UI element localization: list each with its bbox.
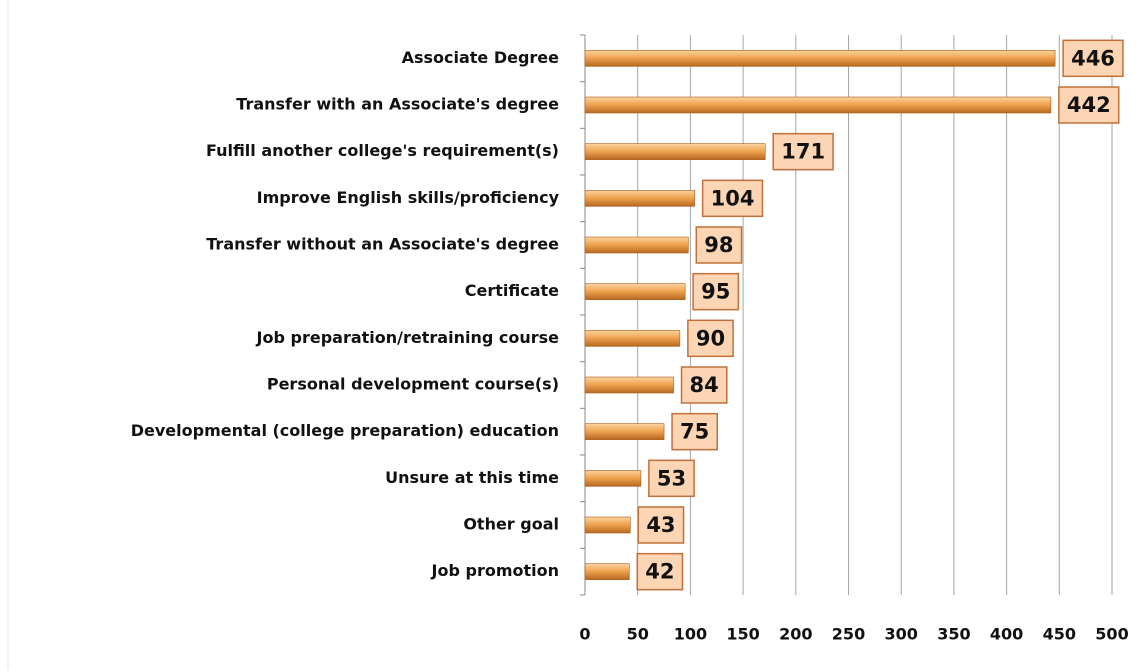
- x-tick-label: 400: [990, 625, 1023, 644]
- x-tick-label: 350: [937, 625, 970, 644]
- value-label: 53: [657, 466, 686, 490]
- value-label: 84: [690, 373, 719, 397]
- y-tick-label: Associate Degree: [402, 48, 560, 67]
- x-tick-label: 100: [674, 625, 707, 644]
- bar: [584, 330, 681, 347]
- value-label-box: [680, 366, 728, 404]
- value-label: 42: [645, 560, 674, 584]
- value-label-box: [637, 506, 685, 544]
- bar: [584, 563, 630, 580]
- y-tick-label: Improve English skills/proficiency: [257, 188, 560, 207]
- y-tick-label: Other goal: [463, 515, 559, 534]
- value-label: 43: [646, 513, 675, 537]
- value-label: 442: [1067, 93, 1111, 117]
- x-tick-label: 50: [627, 625, 649, 644]
- value-label: 171: [781, 140, 825, 164]
- y-tick-label: Transfer without an Associate's degree: [206, 235, 559, 254]
- bar: [584, 96, 1052, 114]
- x-tick-label: 200: [779, 625, 812, 644]
- value-label: 75: [680, 420, 709, 444]
- y-tick-label: Job promotion: [431, 561, 559, 580]
- x-tick-label: 250: [832, 625, 865, 644]
- bar: [584, 376, 674, 394]
- y-tick-label: Unsure at this time: [385, 468, 559, 487]
- value-label-box: [648, 459, 695, 498]
- bar: [584, 283, 686, 300]
- bar: [584, 50, 1056, 67]
- value-label: 98: [704, 233, 733, 257]
- bar: [584, 143, 766, 160]
- y-tick-label: Transfer with an Associate's degree: [236, 95, 559, 114]
- y-tick-label: Job preparation/retraining course: [256, 328, 560, 347]
- value-label-box: [695, 226, 743, 264]
- x-tick-label: 150: [726, 625, 759, 644]
- x-tick-label: 0: [579, 625, 590, 644]
- value-label-box: [1058, 86, 1120, 124]
- y-tick-label: Personal development course(s): [267, 375, 559, 394]
- value-label-box: [692, 272, 740, 311]
- value-label-box: [772, 132, 834, 171]
- y-tick-label: Certificate: [465, 281, 559, 300]
- x-tick-label: 450: [1043, 625, 1076, 644]
- value-label-box: [1062, 39, 1124, 78]
- y-tick-label: Fulfill another college's requirement(s): [206, 141, 559, 160]
- bar: [584, 190, 695, 207]
- bar: [584, 470, 642, 487]
- value-label: 104: [711, 186, 755, 210]
- value-label: 90: [696, 326, 725, 350]
- value-label: 95: [701, 280, 730, 304]
- x-tick-label: 500: [1095, 625, 1128, 644]
- value-label-box: [687, 319, 734, 358]
- bar: [584, 516, 631, 534]
- value-label-box: [671, 412, 719, 451]
- value-label: 446: [1071, 46, 1115, 70]
- value-label-box: [636, 552, 684, 591]
- bar: [584, 236, 689, 254]
- y-tick-label: Developmental (college preparation) educ…: [131, 421, 559, 440]
- bar: [584, 423, 665, 440]
- value-label-box: [701, 179, 764, 218]
- x-tick-label: 300: [884, 625, 917, 644]
